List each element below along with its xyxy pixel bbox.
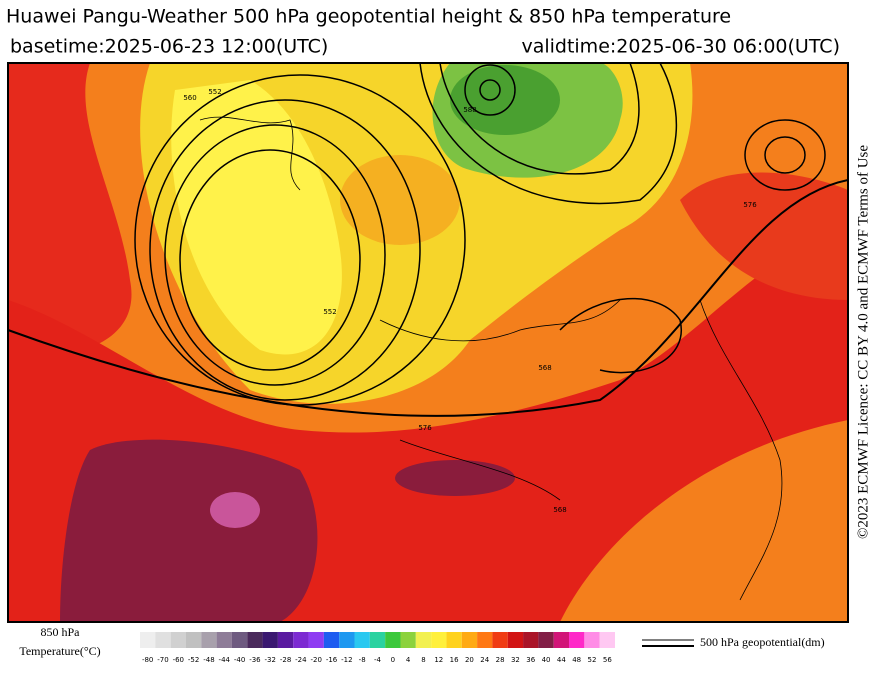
colorbar-label: 48	[572, 656, 581, 664]
contour-label: 560	[183, 94, 196, 102]
colorbar-label: 40	[542, 656, 551, 664]
legend-label: 500 hPa geopotential(dm)	[700, 635, 825, 649]
colorbar-label: 44	[557, 656, 566, 664]
colorbar-swatch	[538, 632, 554, 648]
colorbar-swatch	[262, 632, 278, 648]
colorbar-swatch	[584, 632, 600, 648]
contour-label: 576	[418, 424, 432, 432]
colorbar-label: 16	[450, 656, 459, 664]
colorbar-label: 32	[511, 656, 520, 664]
contour-label: 576	[743, 201, 757, 209]
validtime: validtime:2025-06-30 06:00(UTC)	[521, 36, 840, 58]
colorbar-label: -32	[265, 656, 276, 664]
colorbar-swatch	[492, 632, 508, 648]
colorbar-swatch	[400, 632, 416, 648]
colorbar-swatch	[231, 632, 248, 648]
colorbar-swatch	[216, 632, 232, 648]
colorbar-label: -24	[295, 656, 307, 664]
colorbar-label: -8	[359, 656, 366, 664]
contour-label: 588	[463, 106, 476, 114]
colorbar-title: 850 hPa	[41, 625, 81, 639]
colorbar-swatch	[599, 632, 615, 648]
colorbar-title: Temperature(°C)	[19, 644, 100, 658]
colorbar-label: -12	[341, 656, 352, 664]
colorbar-label: 8	[421, 656, 425, 664]
basetime: basetime:2025-06-23 12:00(UTC)	[10, 36, 328, 58]
colorbar-label: 52	[588, 656, 597, 664]
colorbar-swatch	[354, 632, 370, 648]
credit: ©2023 ECMWF Licence: CC BY 4.0 and ECMWF…	[855, 145, 870, 539]
colorbar-swatch	[247, 632, 263, 648]
colorbar-label: -20	[310, 656, 321, 664]
colorbar-swatch	[339, 632, 355, 648]
colorbar-swatch	[461, 632, 478, 648]
colorbar-label: -80	[142, 656, 153, 664]
colorbar-swatch	[277, 632, 294, 648]
contour-label: 552	[323, 308, 336, 316]
colorbar-label: -48	[203, 656, 214, 664]
colorbar-label: 24	[480, 656, 489, 664]
colorbar-swatch	[553, 632, 570, 648]
colorbar-label: -60	[173, 656, 184, 664]
contour-label: 568	[538, 364, 551, 372]
map-frame	[7, 62, 849, 623]
map	[8, 63, 848, 622]
colorbar-swatch	[385, 632, 401, 648]
colorbar-label: 4	[406, 656, 411, 664]
colorbar-swatch	[569, 632, 585, 648]
colorbar-label: 12	[434, 656, 443, 664]
colorbar-swatch	[170, 632, 186, 648]
colorbar-label: 0	[391, 656, 395, 664]
colorbar-swatch	[140, 632, 156, 648]
colorbar-label: -36	[249, 656, 261, 664]
contour-label: 552	[208, 88, 221, 96]
colorbar-swatch	[477, 632, 493, 648]
colorbar-swatch	[201, 632, 217, 648]
colorbar-swatch	[323, 632, 340, 648]
colorbar-swatch	[369, 632, 386, 648]
colorbar-label: -70	[157, 656, 168, 664]
colorbar-label: 56	[603, 656, 612, 664]
colorbar-swatch	[185, 632, 202, 648]
colorbar-swatch	[507, 632, 524, 648]
colorbar-label: -16	[326, 656, 338, 664]
contour-label: 568	[553, 506, 566, 514]
colorbar-label: -4	[374, 656, 382, 664]
colorbar-swatch	[155, 632, 171, 648]
colorbar-swatch	[293, 632, 309, 648]
colorbar-label: -44	[219, 656, 231, 664]
title: Huawei Pangu-Weather 500 hPa geopotentia…	[6, 6, 731, 28]
colorbar-label: 36	[526, 656, 535, 664]
colorbar-label: -40	[234, 656, 245, 664]
colorbar-label: -28	[280, 656, 291, 664]
colorbar-label: 20	[465, 656, 474, 664]
colorbar-swatch	[446, 632, 462, 648]
colorbar-swatch	[308, 632, 324, 648]
colorbar-label: 28	[496, 656, 505, 664]
colorbar-label: -52	[188, 656, 199, 664]
colorbar-swatch	[523, 632, 539, 648]
colorbar-swatch	[415, 632, 432, 648]
colorbar-swatch	[431, 632, 447, 648]
